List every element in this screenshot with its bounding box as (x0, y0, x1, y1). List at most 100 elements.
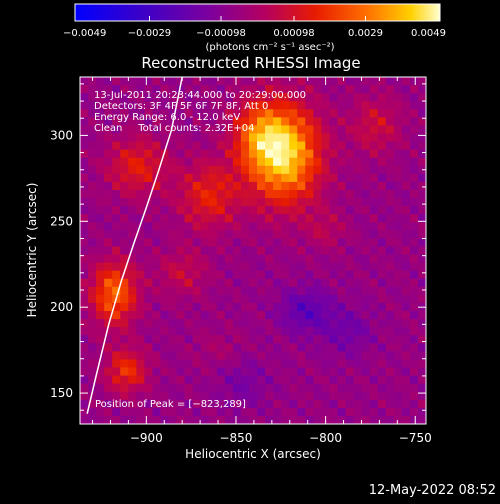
heatmap-cell (353, 343, 363, 352)
heatmap-cell (208, 319, 218, 328)
heatmap-cell (208, 198, 218, 207)
heatmap-cell (401, 270, 411, 280)
heatmap-cell (385, 117, 395, 127)
heatmap-cell (224, 206, 234, 215)
heatmap-cell (248, 222, 258, 231)
heatmap-cell (176, 141, 186, 151)
heatmap-cell (192, 278, 202, 288)
heatmap-cell (281, 133, 290, 143)
heatmap-cell (176, 157, 186, 167)
heatmap-cell (136, 117, 145, 127)
heatmap-cell (120, 230, 129, 239)
heatmap-cell (128, 198, 137, 207)
heatmap-cell (337, 286, 347, 296)
heatmap-cell (152, 383, 162, 393)
heatmap-cell (80, 157, 89, 167)
heatmap-cell (216, 173, 226, 183)
heatmap-cell (208, 359, 218, 369)
heatmap-cell (313, 109, 322, 118)
heatmap-cell (240, 206, 250, 215)
heatmap-cell (273, 101, 282, 110)
heatmap-cell (305, 375, 314, 385)
heatmap-cell (216, 335, 226, 344)
heatmap-cell (337, 125, 347, 135)
heatmap-cell (273, 351, 282, 361)
heatmap-cell (168, 173, 178, 183)
heatmap-cell (273, 173, 282, 183)
heatmap-cell (393, 141, 403, 151)
heatmap-cell (337, 165, 347, 175)
heatmap-cell (385, 415, 395, 424)
heatmap-cell (369, 319, 379, 328)
heatmap-cell (88, 407, 97, 417)
heatmap-cell (401, 77, 411, 86)
heatmap-cell (281, 351, 290, 361)
heatmap-cell (369, 173, 379, 183)
heatmap-cell (96, 278, 105, 288)
heatmap-cell (329, 407, 339, 417)
heatmap-cell (281, 77, 290, 86)
heatmap-cell (128, 311, 137, 320)
heatmap-cell (112, 319, 121, 328)
heatmap-cell (104, 399, 113, 409)
heatmap-cell (192, 77, 202, 86)
heatmap-cell (265, 133, 274, 143)
heatmap-cell (281, 375, 290, 385)
heatmap-cell (168, 415, 178, 424)
heatmap-cell (184, 399, 194, 409)
heatmap-cell (96, 77, 105, 86)
heatmap-cell (369, 270, 379, 280)
heatmap-cell (200, 141, 210, 151)
heatmap-cell (369, 302, 379, 312)
heatmap-cell (176, 109, 186, 118)
heatmap-cell (136, 254, 145, 264)
heatmap-cell (313, 214, 322, 223)
heatmap-cell (369, 133, 379, 143)
heatmap-cell (401, 391, 411, 401)
heatmap-cell (329, 262, 339, 272)
heatmap-cell (313, 351, 322, 361)
heatmap-cell (104, 375, 113, 385)
heatmap-cell (281, 302, 290, 312)
heatmap-cell (168, 375, 178, 385)
heatmap-cell (313, 230, 322, 239)
heatmap-cell (248, 173, 258, 183)
heatmap-cell (80, 198, 89, 207)
heatmap-cell (216, 327, 226, 336)
heatmap-cell (96, 383, 105, 393)
heatmap-cell (409, 319, 419, 328)
heatmap-cell (313, 149, 322, 159)
heatmap-cell (96, 367, 105, 377)
heatmap-cell (136, 198, 145, 207)
heatmap-cell (144, 85, 154, 94)
heatmap-cell (80, 278, 89, 288)
heatmap-cell (297, 222, 306, 231)
heatmap-cell (265, 343, 274, 352)
heatmap-cell (128, 286, 137, 296)
heatmap-cell (128, 141, 137, 151)
heatmap-cell (257, 311, 266, 320)
heatmap-cell (168, 133, 178, 143)
footer-timestamp: 12-May-2022 08:52 (369, 483, 496, 498)
heatmap-cell (128, 117, 137, 127)
heatmap-cell (257, 165, 266, 175)
heatmap-cell (120, 391, 129, 401)
heatmap-cell (128, 125, 137, 135)
heatmap-cell (273, 367, 282, 377)
heatmap-cell (337, 311, 347, 320)
heatmap-cell (144, 222, 154, 231)
heatmap-cell (305, 415, 314, 424)
heatmap-cell (337, 262, 347, 272)
heatmap-cell (313, 198, 322, 207)
heatmap-cell (104, 198, 113, 207)
heatmap-cell (329, 294, 339, 304)
heatmap-cell (144, 157, 154, 167)
heatmap-cell (257, 133, 266, 143)
heatmap-cell (265, 125, 274, 135)
heatmap-cell (321, 157, 331, 167)
heatmap-cell (329, 77, 339, 86)
heatmap-cell (337, 415, 347, 424)
heatmap-cell (289, 133, 298, 143)
heatmap-cell (393, 133, 403, 143)
heatmap-cell (409, 286, 419, 296)
